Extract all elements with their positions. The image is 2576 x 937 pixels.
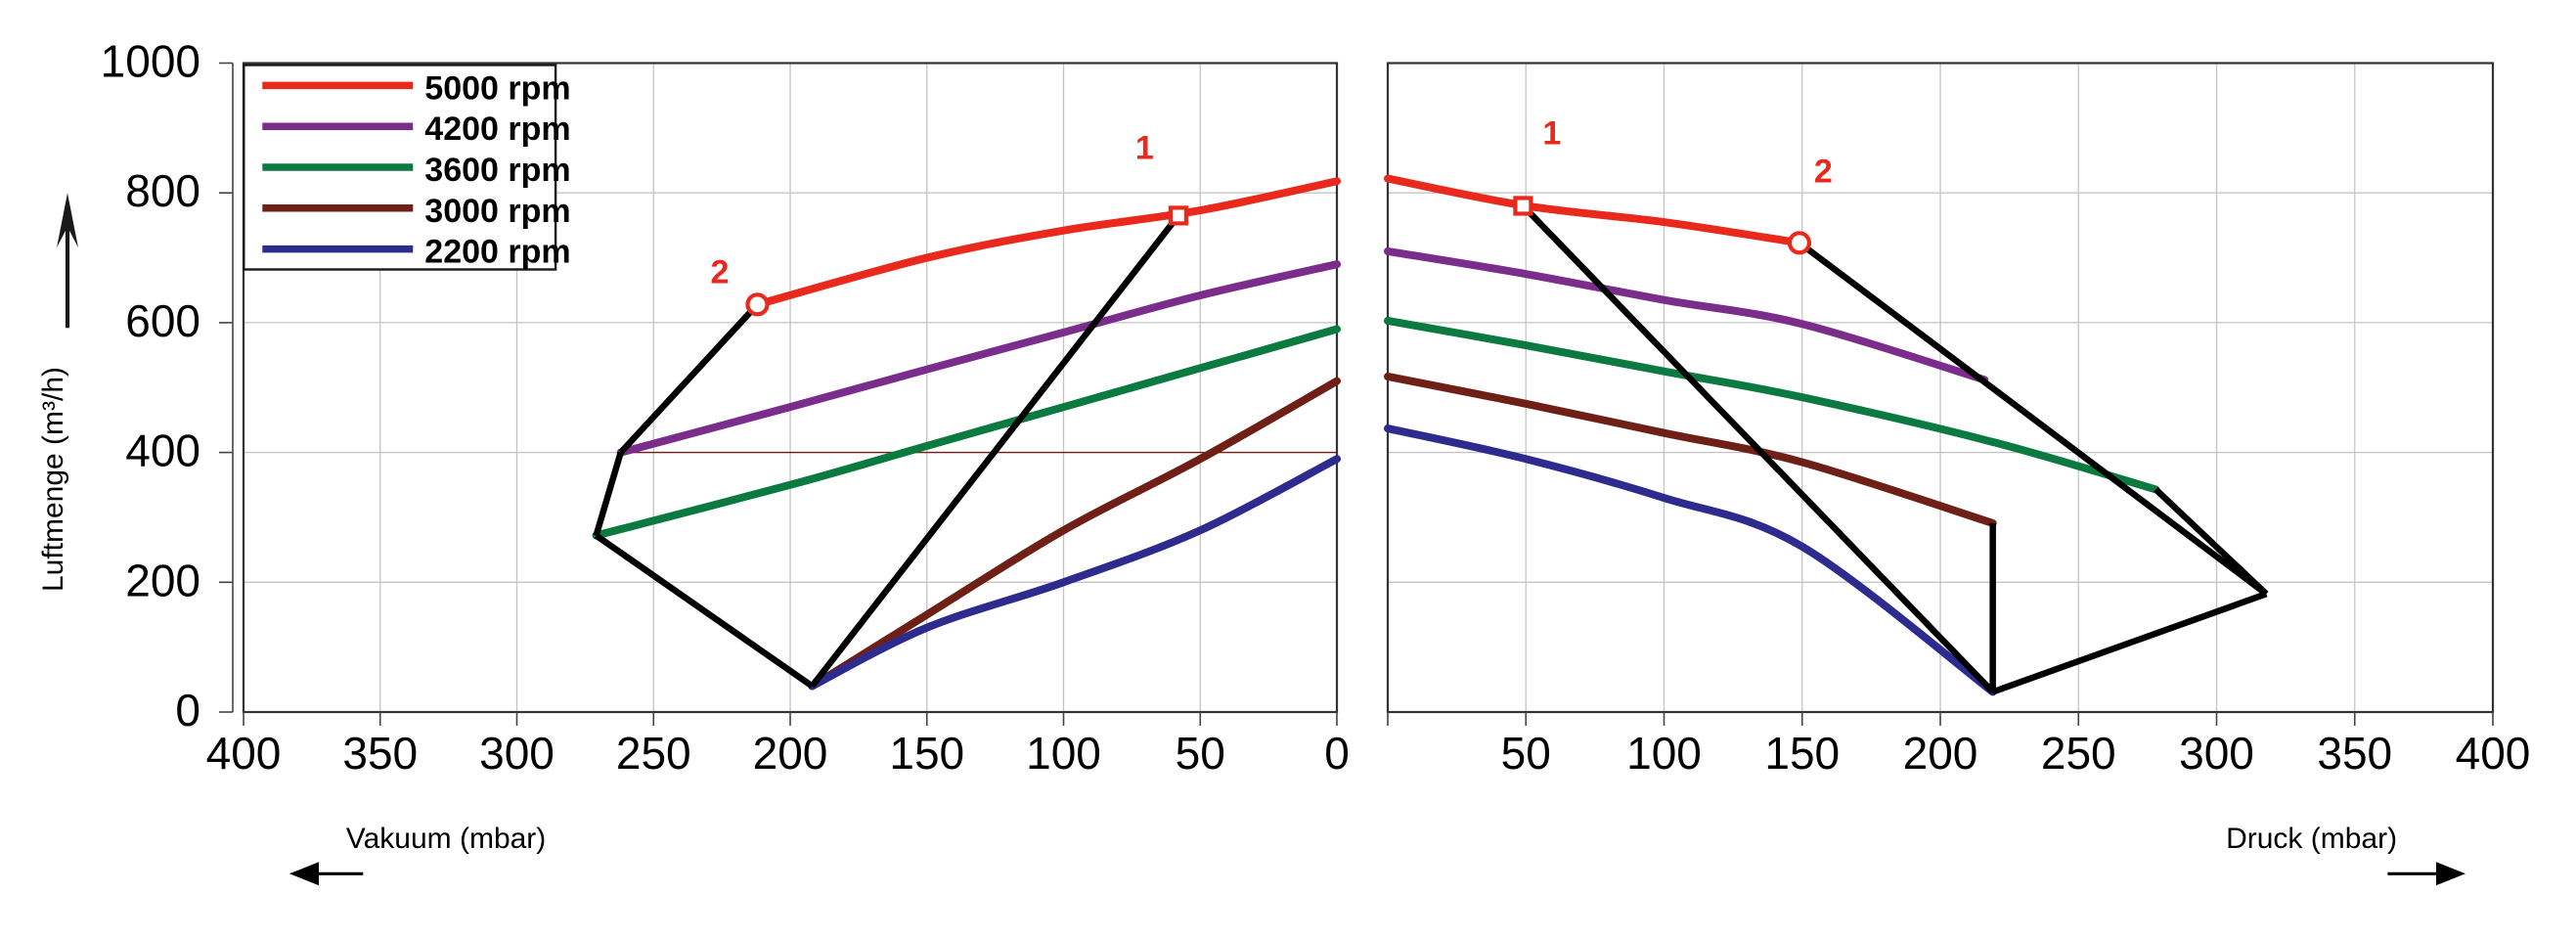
svg-text:350: 350 bbox=[2317, 728, 2392, 779]
svg-text:Druck (mbar): Druck (mbar) bbox=[2226, 823, 2397, 855]
svg-text:Luftmenge (m³/h): Luftmenge (m³/h) bbox=[37, 367, 69, 592]
svg-text:200: 200 bbox=[1903, 728, 1978, 779]
svg-text:3000 rpm: 3000 rpm bbox=[424, 193, 570, 230]
svg-text:0: 0 bbox=[1324, 728, 1350, 779]
svg-text:300: 300 bbox=[479, 728, 555, 779]
svg-text:300: 300 bbox=[2179, 728, 2254, 779]
svg-text:2200 rpm: 2200 rpm bbox=[424, 234, 570, 271]
svg-text:4200 rpm: 4200 rpm bbox=[424, 111, 570, 148]
svg-text:100: 100 bbox=[1026, 728, 1101, 779]
svg-text:250: 250 bbox=[616, 728, 691, 779]
svg-text:50: 50 bbox=[1501, 728, 1551, 779]
svg-text:3600 rpm: 3600 rpm bbox=[424, 152, 570, 189]
svg-text:250: 250 bbox=[2041, 728, 2116, 779]
svg-text:1: 1 bbox=[1135, 129, 1154, 166]
svg-text:200: 200 bbox=[753, 728, 828, 779]
svg-text:200: 200 bbox=[125, 555, 200, 605]
svg-text:1: 1 bbox=[1542, 114, 1561, 152]
svg-text:400: 400 bbox=[2456, 728, 2531, 779]
svg-text:2: 2 bbox=[710, 253, 729, 290]
svg-text:5000 rpm: 5000 rpm bbox=[424, 69, 570, 107]
svg-text:800: 800 bbox=[125, 165, 200, 216]
svg-text:50: 50 bbox=[1176, 728, 1225, 779]
svg-text:400: 400 bbox=[125, 425, 200, 476]
svg-text:600: 600 bbox=[125, 295, 200, 346]
svg-text:400: 400 bbox=[206, 728, 282, 779]
svg-text:350: 350 bbox=[342, 728, 418, 779]
svg-text:150: 150 bbox=[1764, 728, 1840, 779]
svg-text:100: 100 bbox=[1626, 728, 1702, 779]
svg-text:1000: 1000 bbox=[101, 36, 200, 87]
svg-text:150: 150 bbox=[889, 728, 964, 779]
svg-text:2: 2 bbox=[1814, 153, 1833, 190]
svg-text:Vakuum (mbar): Vakuum (mbar) bbox=[346, 823, 547, 855]
svg-text:0: 0 bbox=[175, 685, 200, 736]
